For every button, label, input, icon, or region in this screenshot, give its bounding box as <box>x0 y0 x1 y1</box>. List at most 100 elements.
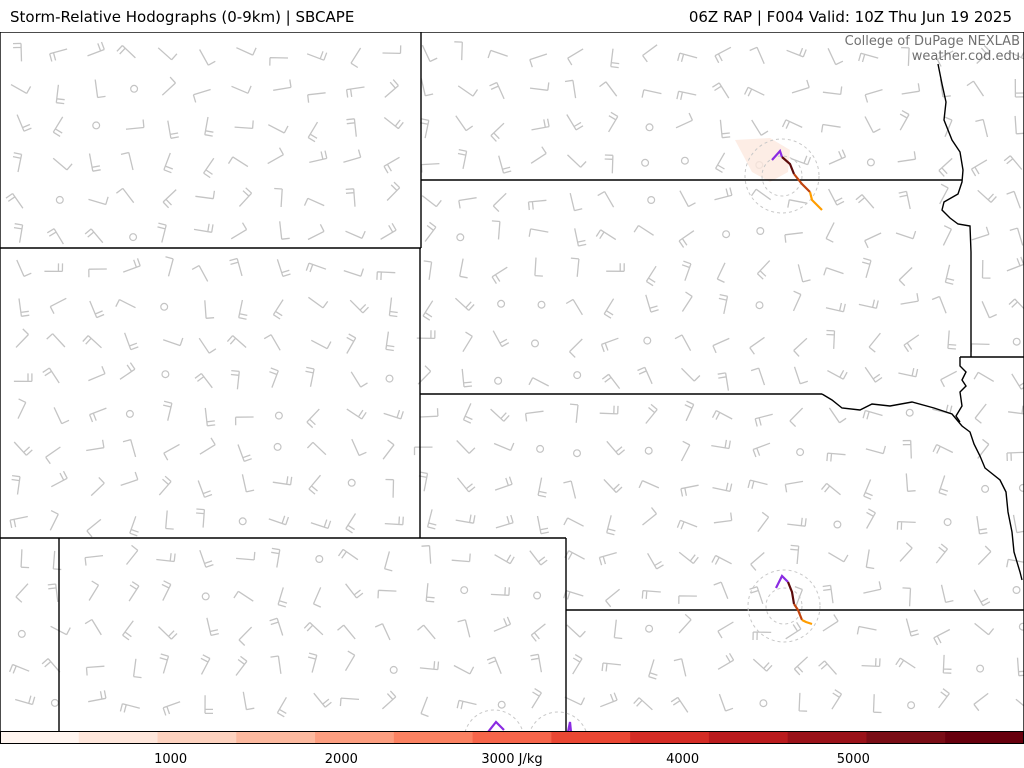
wind-barb <box>116 45 136 59</box>
wind-barb <box>84 228 104 244</box>
colorbar-tick-label: 1000 <box>154 752 188 767</box>
wind-barb <box>831 689 843 710</box>
wind-barb <box>600 337 619 353</box>
wind-barb <box>528 377 549 387</box>
wind-barb <box>715 152 726 173</box>
wind-barb <box>158 475 172 496</box>
wind-barb <box>898 367 919 378</box>
calm-wind-marker <box>456 233 465 242</box>
wind-barb <box>902 439 912 459</box>
wind-barb <box>306 51 328 61</box>
wind-barb <box>863 581 882 594</box>
wind-barb <box>128 581 140 602</box>
wind-barb <box>346 118 357 137</box>
wind-barb <box>119 362 136 380</box>
wind-barb <box>457 85 479 97</box>
wind-barb <box>494 476 513 491</box>
wind-barb <box>938 475 949 496</box>
wind-barb <box>234 120 254 130</box>
wind-barb <box>163 443 180 461</box>
wind-barb <box>822 614 839 632</box>
wind-barb <box>204 695 214 715</box>
colorbar-swatch <box>315 731 395 744</box>
wind-barb <box>900 293 919 305</box>
wind-barb <box>789 407 804 428</box>
wind-barb <box>270 655 282 674</box>
wind-barb <box>792 290 802 312</box>
wind-barb <box>386 181 401 201</box>
wind-barb <box>11 474 21 495</box>
wind-barb <box>88 268 107 278</box>
wind-barb <box>306 408 320 429</box>
wind-barb <box>161 76 176 96</box>
wind-barb <box>872 694 882 714</box>
wind-barb <box>272 299 284 320</box>
wind-barb <box>279 221 290 240</box>
calm-wind-marker <box>161 370 170 379</box>
wind-barb <box>1016 657 1024 677</box>
wind-barb <box>563 517 584 527</box>
wind-barb <box>678 595 697 604</box>
wind-barb <box>206 617 219 637</box>
wind-barb <box>598 551 617 566</box>
wind-barb <box>638 480 660 489</box>
wind-barb <box>942 225 952 246</box>
wind-barb <box>277 587 288 608</box>
wind-barb <box>307 224 325 241</box>
wind-barb <box>345 230 366 239</box>
credit-line-2: weather.cod.edu <box>911 49 1020 64</box>
wind-barb <box>420 696 429 718</box>
wind-barb <box>417 624 436 640</box>
wind-barb <box>269 56 289 66</box>
wind-barb <box>345 583 364 599</box>
wind-barb <box>346 408 367 420</box>
wind-barb <box>307 92 326 103</box>
wind-barb <box>52 550 62 571</box>
wind-barb <box>1012 514 1024 534</box>
wind-barb <box>307 652 318 673</box>
wind-barb <box>749 586 764 605</box>
wind-barb <box>902 587 912 607</box>
wind-barb <box>637 366 653 385</box>
wind-barb <box>491 220 501 240</box>
calm-wind-marker <box>537 300 546 309</box>
wind-barb <box>868 332 881 353</box>
wind-barb <box>610 48 620 69</box>
wind-barb <box>303 197 325 207</box>
wind-barb <box>981 301 997 319</box>
calm-wind-marker <box>866 158 875 167</box>
wind-barb <box>422 300 434 321</box>
wind-barb <box>827 48 844 66</box>
wind-barb <box>787 517 807 527</box>
wind-barb <box>159 653 170 674</box>
wind-barb <box>457 148 468 170</box>
wind-barb <box>419 408 439 418</box>
colorbar-swatch <box>78 731 159 744</box>
wind-barb <box>530 653 543 673</box>
wind-barb <box>719 119 731 139</box>
calm-wind-marker <box>641 158 650 167</box>
wind-barb <box>82 335 102 349</box>
colorbar-swatch <box>157 731 237 744</box>
wind-barb <box>351 438 367 457</box>
wind-barb <box>234 416 254 426</box>
wind-barb <box>383 116 404 130</box>
border-minnesota-west <box>937 63 972 357</box>
wind-barb <box>713 581 729 600</box>
wind-barb <box>750 367 766 386</box>
hodograph-bottom-right <box>529 711 587 732</box>
wind-barb <box>13 441 33 456</box>
wind-barb <box>981 259 991 279</box>
calm-wind-marker <box>385 374 394 383</box>
calm-wind-marker <box>129 233 138 242</box>
wind-barb <box>684 400 695 422</box>
wind-barb <box>455 115 474 132</box>
wind-barb <box>947 330 957 350</box>
wind-barb <box>383 156 400 174</box>
wind-barb <box>305 366 315 387</box>
wind-barb <box>944 116 953 137</box>
wind-barb <box>605 588 621 608</box>
wind-barb <box>781 119 803 129</box>
wind-barb <box>862 409 883 420</box>
wind-barb <box>157 47 178 61</box>
